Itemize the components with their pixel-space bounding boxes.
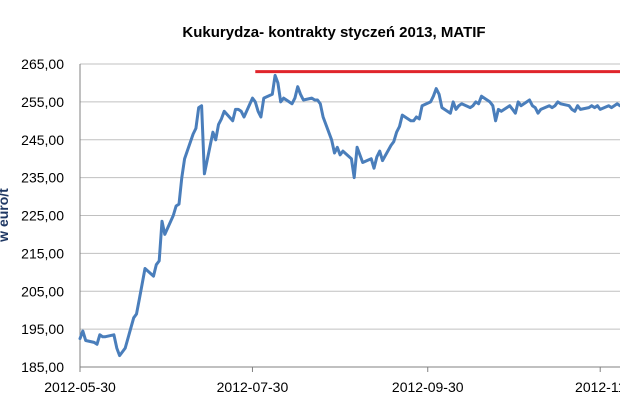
y-tick-label: 235,00 bbox=[21, 170, 64, 186]
y-tick-label: 255,00 bbox=[21, 94, 64, 110]
y-tick-labels: 185,00 195,00 205,00 215,00 225,00 235,00 245,… bbox=[21, 56, 64, 375]
x-tick-label: 2012-11 bbox=[575, 379, 620, 395]
y-axis-label: w euro/t bbox=[0, 188, 11, 243]
y-tick-label: 215,00 bbox=[21, 245, 64, 261]
x-tick-label: 2012-09-30 bbox=[392, 379, 464, 395]
x-tick-label: 2012-07-30 bbox=[217, 379, 289, 395]
series-line bbox=[78, 73, 620, 358]
y-tick-label: 245,00 bbox=[21, 132, 64, 148]
y-tick-label: 265,00 bbox=[21, 56, 64, 72]
x-tick-label: 2012-05-30 bbox=[44, 379, 116, 395]
y-tick-label: 205,00 bbox=[21, 283, 64, 299]
y-tick-label: 195,00 bbox=[21, 321, 64, 337]
y-tick-label: 185,00 bbox=[21, 359, 64, 375]
chart-title: Kukurydza- kontrakty styczeń 2013, MATIF bbox=[182, 24, 485, 41]
y-tick-label: 225,00 bbox=[21, 208, 64, 224]
series-points bbox=[79, 75, 620, 356]
gridlines bbox=[80, 63, 620, 330]
x-tick-labels: 2012-05-30 2012-07-30 2012-09-30 2012-11 bbox=[44, 367, 620, 395]
